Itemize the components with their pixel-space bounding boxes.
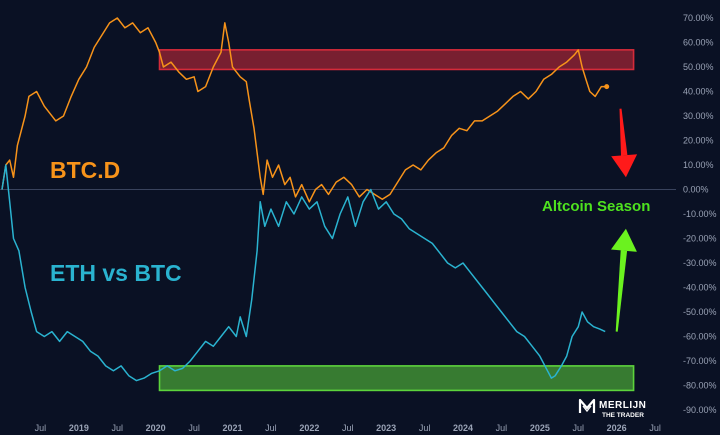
x-tick-label: 2021 — [222, 423, 242, 433]
x-axis: Jul 2019 Jul 2020 Jul 2021 Jul 2022 Jul 2023 Jul 20… — [35, 423, 661, 433]
btc-d-line — [1, 17, 607, 203]
x-tick-label: Jul — [496, 423, 508, 433]
arrows — [611, 108, 638, 332]
zone-btc-d-top — [158, 49, 635, 71]
x-tick-label: 2019 — [69, 423, 89, 433]
y-tick-label: -40.00% — [683, 283, 717, 293]
up-arrow — [611, 228, 637, 332]
x-tick-label: Jul — [419, 423, 431, 433]
y-tick-label: 10.00% — [683, 160, 714, 170]
x-tick-label: Jul — [342, 423, 354, 433]
highlight-zones — [158, 49, 635, 392]
merlijn-logo: MERLIJN THE TRADER — [578, 398, 646, 419]
y-tick-label: -70.00% — [683, 356, 717, 366]
x-tick-label: Jul — [188, 423, 200, 433]
eth-vs-btc-label: ETH vs BTC — [50, 260, 182, 286]
x-tick-label: 2025 — [530, 423, 550, 433]
y-axis: 70.00% 60.00% 50.00% 40.00% 30.00% 20.00% 10.0… — [683, 13, 717, 415]
x-tick-label: 2024 — [453, 423, 473, 433]
y-tick-label: 60.00% — [683, 38, 714, 48]
y-tick-label: 70.00% — [683, 13, 714, 23]
x-tick-label: Jul — [649, 423, 661, 433]
y-tick-label: -60.00% — [683, 332, 717, 342]
y-tick-label: 30.00% — [683, 111, 714, 121]
btc-d-last-point — [604, 84, 610, 90]
y-tick-label: -30.00% — [683, 258, 717, 268]
x-tick-label: 2022 — [299, 423, 319, 433]
y-tick-label: 50.00% — [683, 62, 714, 72]
series-lines — [1, 17, 610, 382]
logo-subtitle: THE TRADER — [602, 412, 644, 419]
y-tick-label: -20.00% — [683, 234, 717, 244]
merlijn-logo-icon — [578, 398, 596, 413]
y-tick-label: -80.00% — [683, 381, 717, 391]
x-tick-label: 2023 — [376, 423, 396, 433]
logo-name: MERLIJN — [599, 400, 646, 411]
x-tick-label: 2026 — [607, 423, 627, 433]
down-arrow — [611, 108, 638, 178]
eth-vs-btc-line — [1, 164, 606, 382]
y-tick-label: -50.00% — [683, 307, 717, 317]
zone-eth-btc-bottom — [158, 365, 635, 392]
btc-d-label: BTC.D — [50, 157, 120, 183]
x-tick-label: 2020 — [146, 423, 166, 433]
x-tick-label: Jul — [573, 423, 585, 433]
y-tick-label: -90.00% — [683, 405, 717, 415]
y-tick-label: 0.00% — [683, 185, 709, 195]
x-tick-label: Jul — [35, 423, 47, 433]
x-tick-label: Jul — [111, 423, 123, 433]
altcoin-season-label: Altcoin Season — [542, 198, 650, 215]
y-tick-label: -10.00% — [683, 209, 717, 219]
y-tick-label: 40.00% — [683, 87, 714, 97]
x-tick-label: Jul — [265, 423, 277, 433]
y-tick-label: 20.00% — [683, 136, 714, 146]
